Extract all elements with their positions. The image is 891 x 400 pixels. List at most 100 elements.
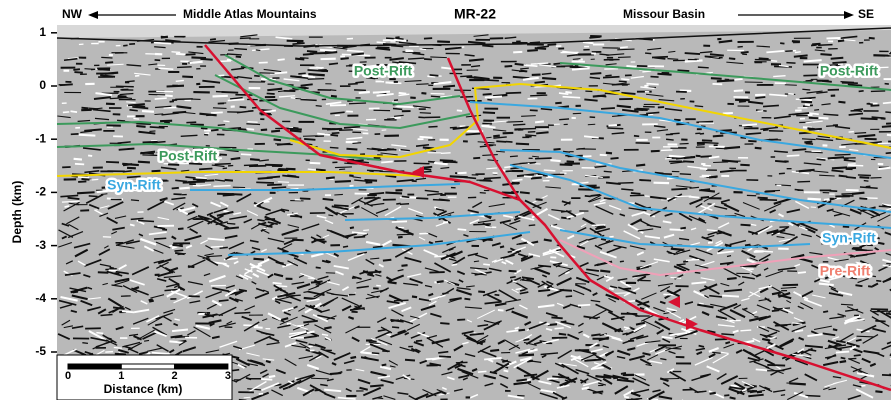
reflector: [115, 326, 124, 331]
reflector: [303, 296, 316, 301]
reflector: [306, 364, 320, 370]
reflector: [276, 142, 291, 146]
reflector: [200, 127, 208, 130]
reflector: [510, 162, 527, 166]
reflector: [231, 67, 245, 71]
reflector: [429, 74, 439, 77]
region: Middle Atlas Mountains: [183, 7, 317, 21]
reflector: [663, 233, 675, 239]
reflector: [697, 202, 716, 215]
reflector: [684, 59, 703, 63]
reflector: [77, 176, 90, 179]
reflector: [96, 189, 114, 194]
reflector: [280, 209, 286, 213]
reflector: [246, 209, 259, 217]
reflector: [787, 222, 794, 227]
reflector: [547, 288, 565, 297]
reflector: [558, 362, 577, 367]
reflector: [401, 195, 410, 199]
reflector: [222, 262, 230, 268]
reflector: [331, 362, 337, 366]
reflector: [612, 292, 630, 294]
reflector: [608, 297, 617, 303]
reflector: [667, 58, 679, 60]
reflector: [708, 347, 719, 353]
reflector: [354, 179, 369, 183]
reflector: [671, 187, 688, 191]
reflector: [493, 136, 507, 139]
reflector: [128, 347, 139, 354]
reflector: [807, 197, 821, 201]
reflector: [874, 246, 880, 251]
reflector: [660, 285, 671, 293]
reflector: [425, 357, 438, 361]
reflector: [765, 343, 776, 350]
reflector: [493, 258, 504, 263]
reflector: [88, 203, 100, 210]
reflector: [575, 276, 590, 284]
reflector: [147, 347, 163, 352]
reflector: [398, 93, 410, 97]
reflector: [391, 326, 400, 329]
reflector: [506, 120, 524, 123]
reflector: [325, 176, 335, 180]
reflector: [62, 111, 70, 114]
reflector: [205, 257, 219, 266]
reflector: [342, 45, 357, 49]
y-tick-label: -4: [35, 291, 46, 305]
reflector: [582, 286, 592, 293]
reflector: [117, 119, 126, 122]
reflector: [856, 328, 870, 333]
reflector: [802, 88, 811, 91]
reflector: [433, 161, 448, 166]
reflector: [683, 155, 696, 160]
reflector: [252, 272, 260, 278]
reflector: [412, 105, 431, 109]
reflector: [644, 235, 661, 239]
reflector: [868, 36, 875, 40]
reflector: [396, 37, 404, 40]
reflector: [422, 389, 437, 397]
reflector: [496, 150, 505, 153]
reflector: [872, 282, 879, 288]
reflector: [636, 265, 650, 271]
reflector: [777, 266, 796, 271]
reflector: [578, 330, 583, 334]
reflector: [708, 390, 725, 399]
header-band: [0, 0, 891, 25]
reflector: [366, 148, 385, 152]
reflector: [358, 90, 370, 95]
reflector: [524, 334, 533, 339]
reflector: [747, 356, 760, 362]
reflector: [187, 280, 203, 286]
reflector: [742, 202, 760, 210]
reflector: [478, 290, 486, 294]
reflector: [298, 274, 305, 278]
reflector: [599, 333, 608, 337]
reflector: [364, 178, 378, 182]
reflector: [359, 346, 371, 354]
reflector: [852, 384, 862, 388]
reflector: [436, 210, 447, 217]
reflector: [249, 262, 266, 273]
reflector: [773, 75, 786, 78]
reflector: [484, 356, 502, 361]
reflector: [813, 278, 821, 283]
reflector: [758, 57, 769, 60]
reflector: [590, 348, 603, 353]
reflector: [88, 107, 99, 110]
reflector: [699, 302, 704, 305]
reflector: [219, 340, 238, 348]
reflector: [846, 337, 857, 344]
reflector: [168, 349, 175, 354]
reflector: [328, 214, 334, 217]
reflector: [157, 258, 172, 265]
reflector: [756, 390, 763, 394]
reflector: [154, 97, 167, 100]
reflector: [307, 290, 325, 297]
reflector: [816, 158, 826, 161]
reflector: [675, 185, 692, 188]
reflector: [676, 263, 686, 266]
reflector: [415, 177, 427, 181]
